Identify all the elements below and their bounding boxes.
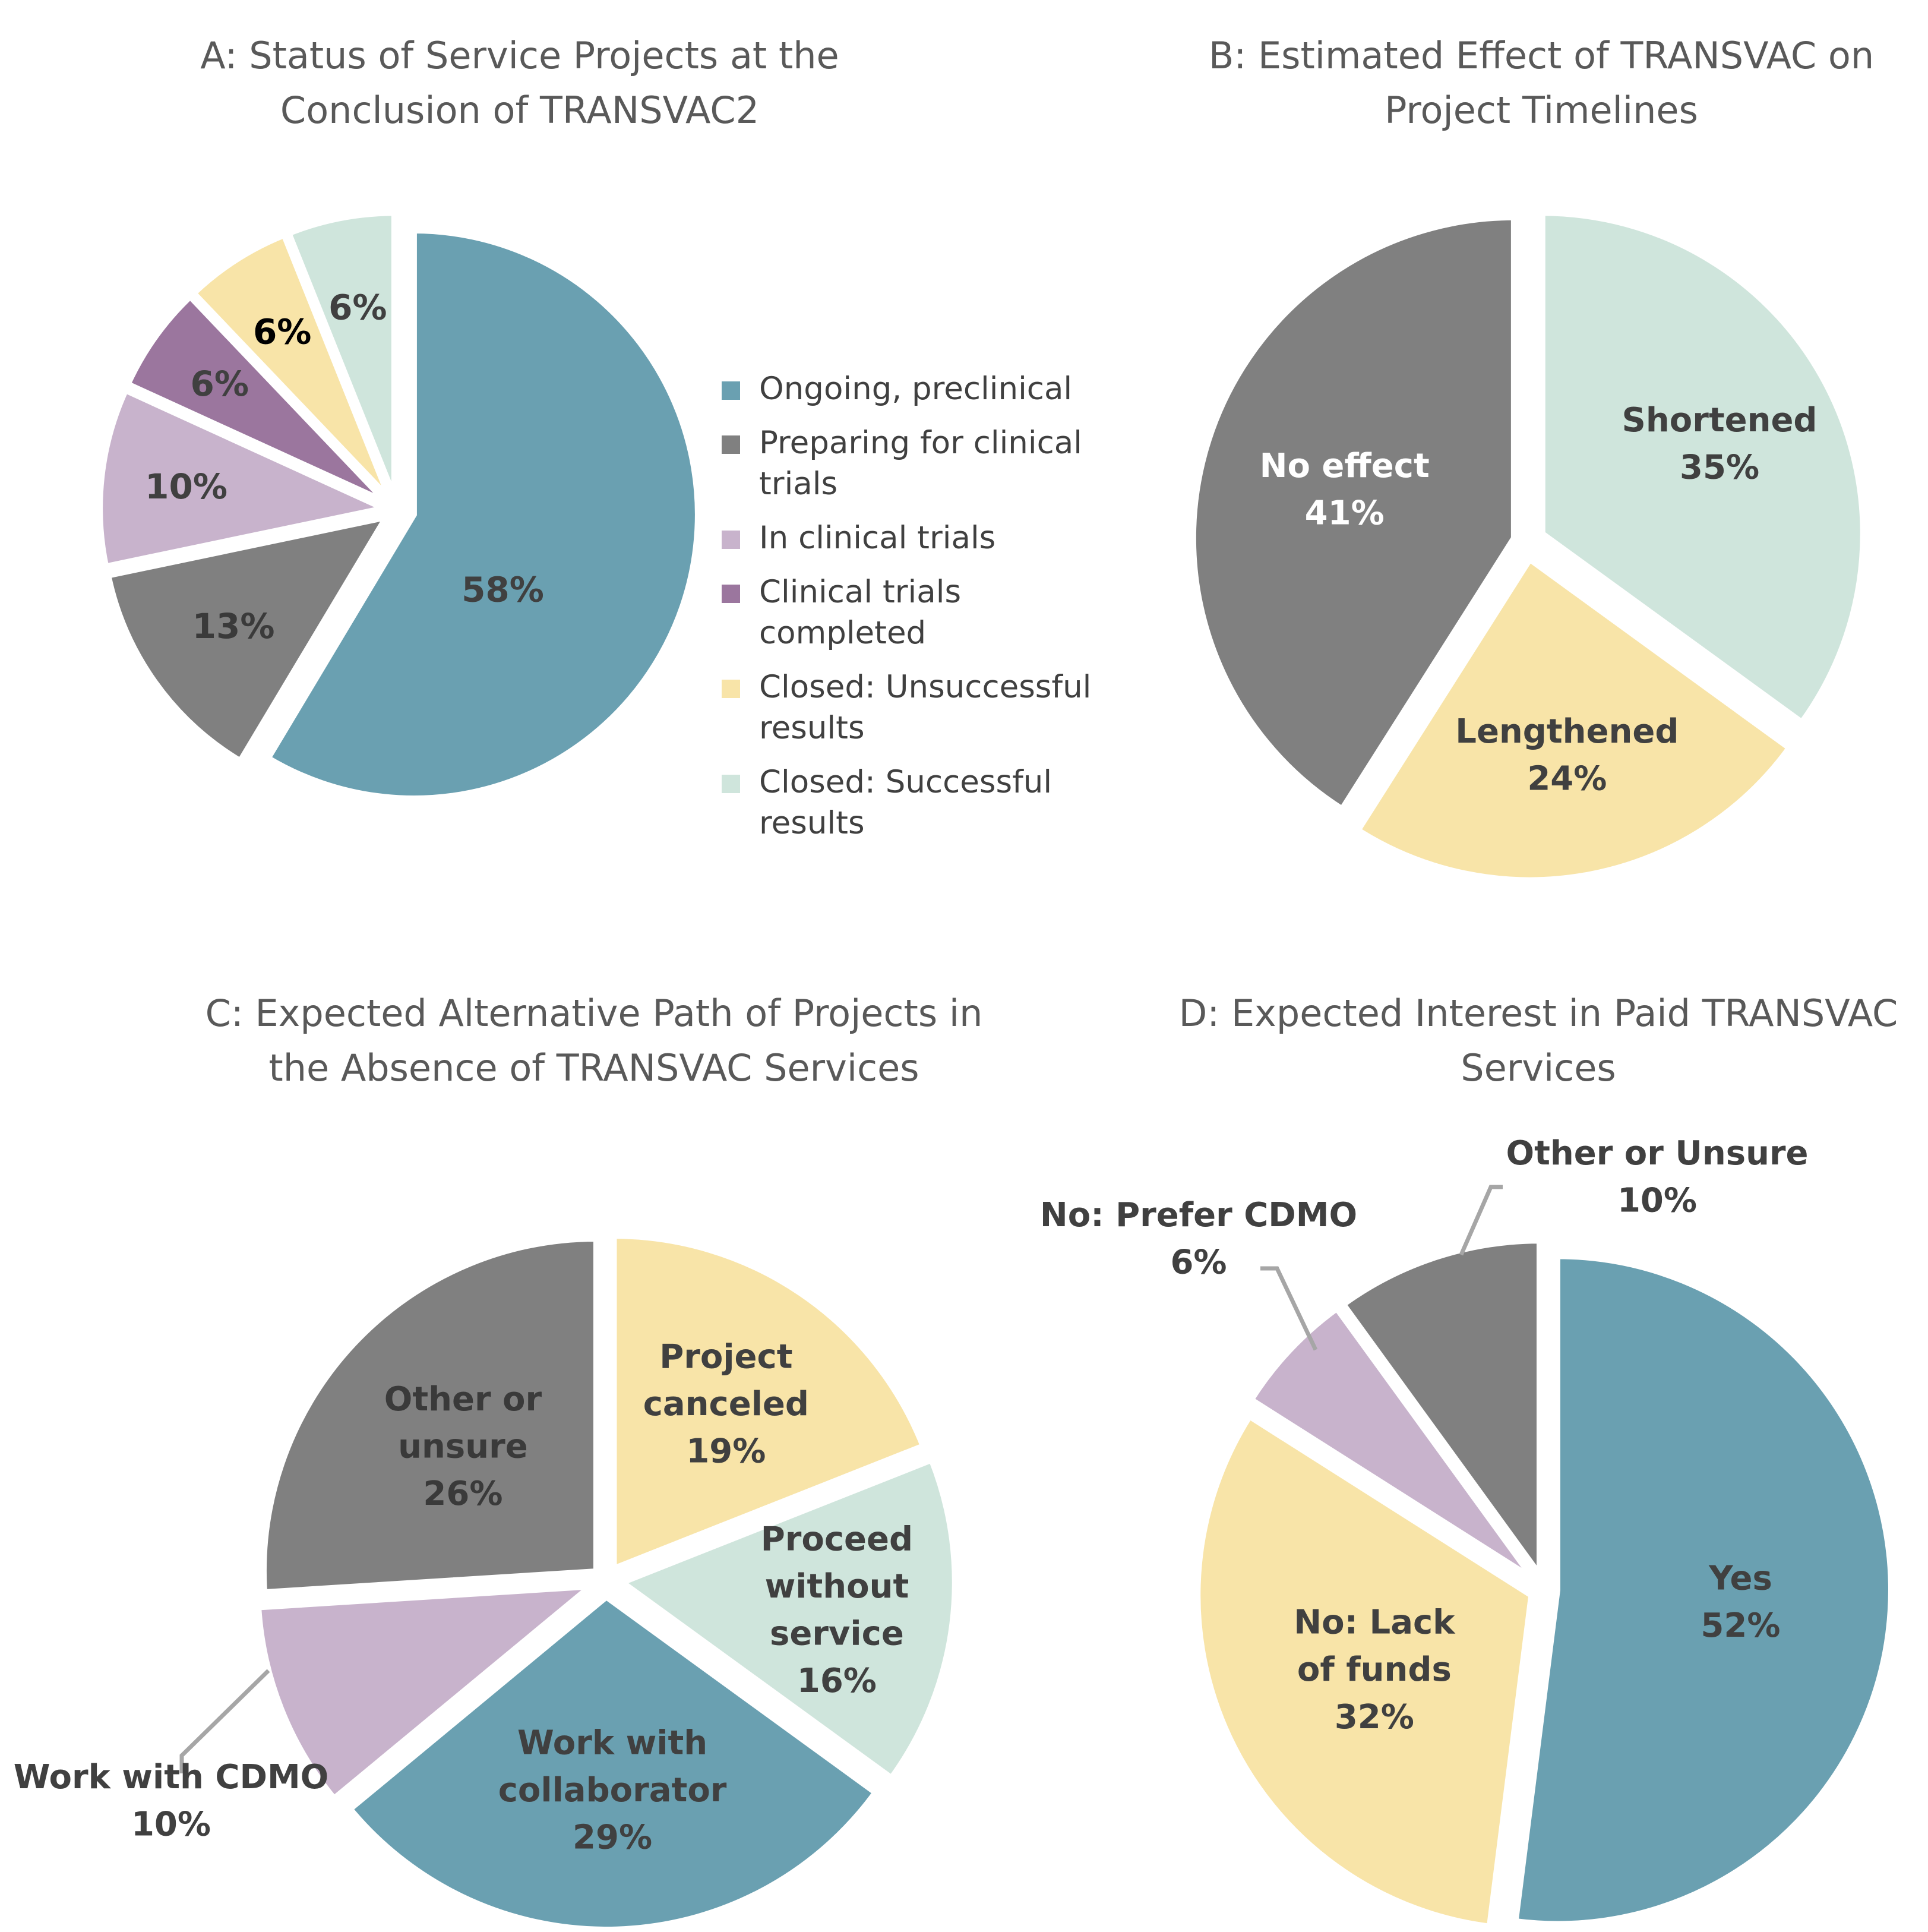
pie-d-slice-label: Yes	[1708, 1560, 1772, 1598]
pie-c-slice	[611, 1233, 927, 1573]
pie-c-slice-label: without	[765, 1567, 909, 1606]
panel-c-title-line-1: C: Expected Alternative Path of Projects…	[205, 992, 983, 1035]
pie-c-slice-label: canceled	[643, 1385, 809, 1423]
legend-swatch	[722, 531, 740, 549]
pie-b-slice	[1354, 555, 1794, 883]
panel-d-title-line-2: Services	[1461, 1046, 1616, 1090]
legend-item: Closed: Unsuccessful results	[722, 667, 1102, 749]
pie-b-slice-label: Lengthened	[1455, 712, 1679, 751]
panel-d-title-line-1: D: Expected Interest in Paid TRANSVAC	[1178, 992, 1898, 1035]
panel-a-title-line-1: A: Status of Service Projects at the	[200, 34, 839, 77]
legend-label: Clinical trials completed	[759, 574, 962, 651]
panel-c-title-line-2: the Absence of TRANSVAC Services	[268, 1046, 919, 1090]
panel-b-title-line-2: Project Timelines	[1385, 89, 1698, 132]
pie-a-slice	[285, 210, 397, 498]
pie-c-slice-label: Proceed	[761, 1520, 913, 1558]
pie-c-slice-label: 19%	[686, 1432, 766, 1470]
legend-swatch	[722, 435, 740, 454]
pie-d-leader-line	[1459, 1185, 1503, 1256]
pie-c-leader-line	[179, 1669, 270, 1773]
legend-swatch	[722, 775, 740, 793]
pie-d-outside-label: 10%	[1617, 1182, 1697, 1220]
pie-d-slice-label: 52%	[1701, 1606, 1780, 1645]
legend-swatch	[722, 381, 740, 400]
panel-a-title: A: Status of Service Projects at the Con…	[137, 29, 903, 138]
pie-b-slice-label: Shortened	[1622, 401, 1818, 440]
pie-c-outside-label: 10%	[131, 1805, 211, 1844]
pie-a-slice-label: 13%	[192, 606, 275, 646]
legend-swatch	[722, 585, 740, 603]
pie-b-slice-label: 35%	[1680, 449, 1759, 487]
pie-a-slice-label: 10%	[145, 466, 227, 507]
legend-item: In clinical trials	[722, 517, 1102, 558]
pie-b-slice-label: No effect	[1260, 447, 1430, 485]
pie-d-outside-label: No: Prefer CDMO	[1040, 1196, 1357, 1235]
pie-d-slice-label: of funds	[1297, 1650, 1452, 1689]
legend-swatch	[722, 680, 740, 698]
pie-d-outside-label: 6%	[1170, 1243, 1227, 1282]
pie-a-slice	[264, 227, 701, 801]
pie-c-slice	[346, 1593, 880, 1932]
pie-a-slice-label: 6%	[253, 311, 311, 352]
pie-a-slice	[105, 513, 393, 765]
pie-c-outside-label: Work with CDMO	[14, 1758, 329, 1797]
panel-c-title: C: Expected Alternative Path of Projects…	[148, 986, 1039, 1096]
panel-a-legend: Ongoing, preclinical Preparing for clini…	[722, 368, 1102, 857]
panel-b-title: B: Estimated Effect of TRANSVAC on Proje…	[1149, 29, 1928, 138]
legend-label: Ongoing, preclinical	[759, 371, 1073, 407]
pie-d-slice	[1512, 1253, 1894, 1927]
pie-c-slice-label: service	[770, 1614, 904, 1653]
pie-b-slice	[1539, 210, 1866, 727]
pie-b-slice-label: 41%	[1305, 494, 1385, 532]
legend-label: Closed: Successful results	[759, 764, 1053, 841]
panel-d-title: D: Expected Interest in Paid TRANSVAC Se…	[1140, 986, 1928, 1096]
pie-d-slice-label: No: Lack	[1294, 1603, 1456, 1642]
pie-a-slice	[97, 386, 394, 570]
pie-c-slice	[255, 1583, 600, 1803]
pie-c-slice	[260, 1235, 599, 1596]
pie-c-slice-label: 29%	[573, 1819, 652, 1857]
pie-d-slice	[1194, 1412, 1535, 1930]
legend-item: Ongoing, preclinical	[722, 368, 1102, 409]
pie-d-slice	[1339, 1238, 1543, 1584]
pie-c-slice-label: collaborator	[498, 1771, 727, 1810]
legend-item: Closed: Successful results	[722, 762, 1102, 844]
pie-d-leader-line	[1260, 1266, 1318, 1351]
pie-d-slice-label: 32%	[1335, 1698, 1414, 1737]
legend-label: Closed: Unsuccessful results	[759, 669, 1092, 746]
pie-c-slice-label: Other or	[384, 1380, 542, 1419]
pie-c-slice-label: Work with	[517, 1724, 707, 1763]
pie-c-slice	[616, 1456, 958, 1782]
legend-label: Preparing for clinical trials	[759, 425, 1082, 502]
pie-c-slice-label: 26%	[423, 1475, 502, 1513]
panel-b-title-line-1: B: Estimated Effect of TRANSVAC on	[1208, 34, 1875, 77]
pie-a-slice-label: 58%	[462, 570, 544, 610]
pie-a-slice-label: 6%	[190, 364, 248, 404]
panel-a-title-line-2: Conclusion of TRANSVAC2	[280, 89, 760, 132]
legend-item: Clinical trials completed	[722, 572, 1102, 654]
pie-a-slice-label: 6%	[328, 288, 387, 328]
pie-c-slice-label: Project	[659, 1337, 792, 1376]
pie-b-slice	[1190, 214, 1517, 813]
pie-c-slice-label: unsure	[398, 1428, 528, 1466]
pie-a-slice	[124, 292, 388, 505]
pie-c-slice-label: 16%	[797, 1662, 877, 1700]
pie-b-slice-label: 24%	[1527, 760, 1607, 798]
pie-a-slice	[189, 231, 393, 501]
legend-item: Preparing for clinical trials	[722, 422, 1102, 504]
legend-label: In clinical trials	[759, 520, 996, 556]
pie-d-slice	[1247, 1304, 1536, 1581]
pie-d-outside-label: Other or Unsure	[1506, 1134, 1808, 1173]
